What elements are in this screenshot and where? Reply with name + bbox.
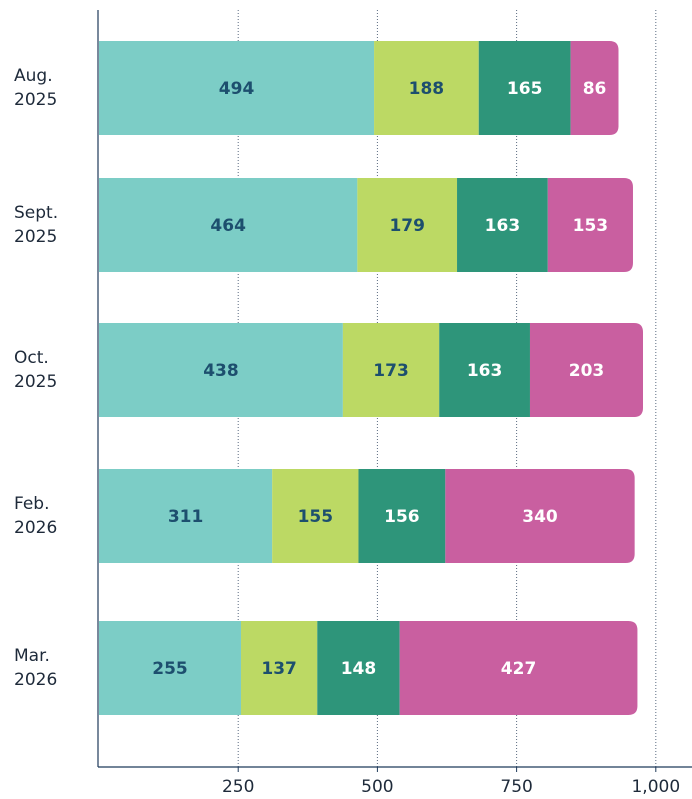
- data-label: 340: [522, 507, 558, 527]
- bar-segment: [439, 323, 530, 417]
- data-label: 494: [219, 79, 255, 99]
- bar-segment: [99, 323, 343, 417]
- data-label: 464: [210, 216, 246, 236]
- bar-segment: [547, 178, 633, 272]
- bar-segment: [358, 469, 446, 563]
- data-label: 173: [373, 361, 409, 381]
- data-label: 427: [501, 659, 537, 679]
- data-label: 163: [467, 361, 503, 381]
- bar-segment: [317, 621, 400, 715]
- data-label: 438: [203, 361, 239, 381]
- bar-segment: [457, 178, 548, 272]
- data-label: 179: [389, 216, 425, 236]
- data-label: 148: [341, 659, 377, 679]
- bar-segment: [570, 41, 619, 135]
- data-label: 188: [409, 79, 445, 99]
- bar-segment: [399, 621, 638, 715]
- data-label: 311: [168, 507, 204, 527]
- x-tick-label: 500: [361, 777, 393, 797]
- data-label: 153: [573, 216, 609, 236]
- data-label: 155: [298, 507, 334, 527]
- bar-segment: [478, 41, 571, 135]
- x-tick-label: 750: [500, 777, 532, 797]
- bar-segment: [529, 323, 644, 417]
- bar-segment: [99, 178, 358, 272]
- bar-segment: [342, 323, 440, 417]
- bar-segment: [99, 41, 375, 135]
- data-label: 163: [485, 216, 521, 236]
- data-label: 156: [384, 507, 420, 527]
- data-label: 203: [569, 361, 605, 381]
- category-label: Oct. 2025: [14, 348, 58, 392]
- bar-segment: [99, 469, 273, 563]
- data-label: 165: [507, 79, 543, 99]
- data-label: 255: [152, 659, 188, 679]
- x-tick-label: 1,000: [631, 777, 680, 797]
- bar-segment: [99, 621, 241, 715]
- x-tick-label: 250: [222, 777, 254, 797]
- data-label: 137: [261, 659, 297, 679]
- bar-segment: [357, 178, 458, 272]
- bar-segment: [240, 621, 318, 715]
- category-label: Aug. 2025: [14, 66, 58, 110]
- category-label: Mar. 2026: [14, 646, 58, 690]
- category-label: Feb. 2026: [14, 494, 58, 538]
- data-label: 86: [583, 79, 607, 99]
- bar-segment: [272, 469, 359, 563]
- category-label: Sept. 2025: [14, 203, 59, 247]
- bar-segment: [445, 469, 635, 563]
- bar-segment: [374, 41, 479, 135]
